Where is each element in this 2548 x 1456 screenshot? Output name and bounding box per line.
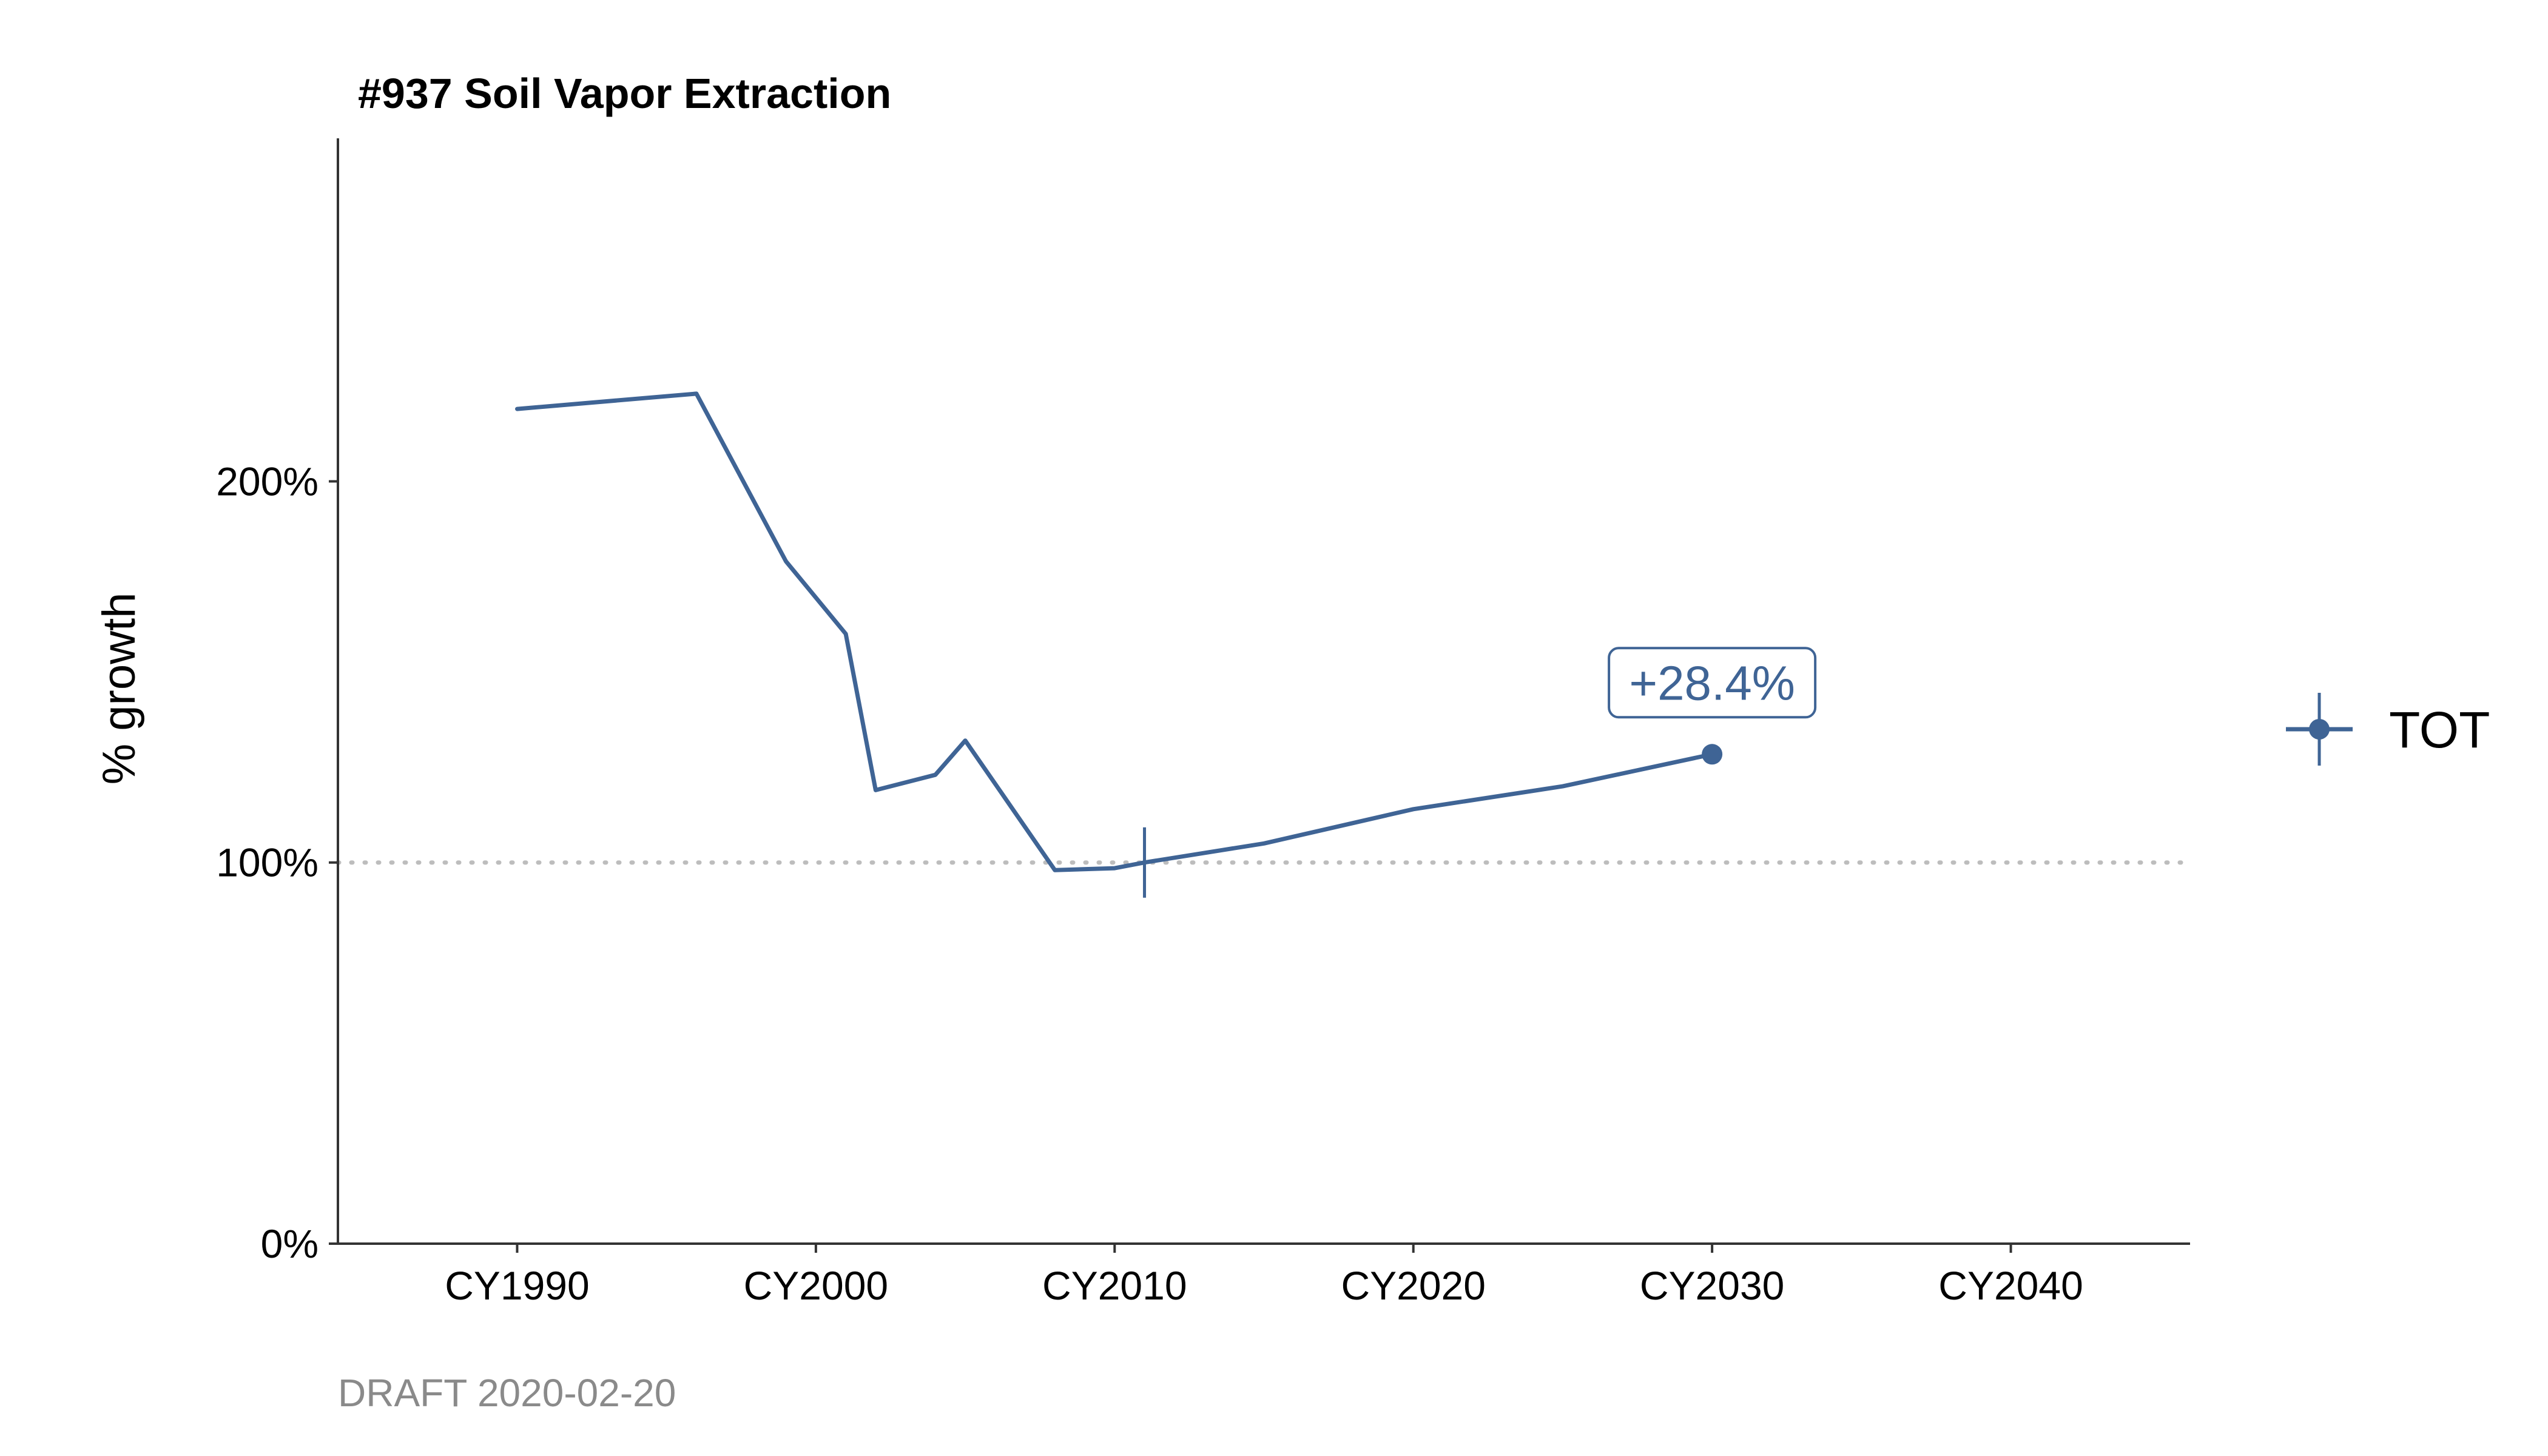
y-tick-label: 200% [216, 459, 318, 504]
x-ticks: CY1990 CY2000 CY2010 CY2020 CY2030 CY2040 [445, 1244, 2083, 1308]
legend-point-swatch [2309, 719, 2330, 740]
x-tick-label: CY2000 [744, 1263, 889, 1308]
x-tick-label: CY2040 [1938, 1263, 2083, 1308]
series-layer: +28.4% [515, 391, 1817, 898]
callout-label: +28.4% [1629, 656, 1795, 710]
series-line-tot [515, 391, 1714, 872]
callout-box [1608, 647, 1817, 719]
x-tick-label: CY2010 [1042, 1263, 1187, 1308]
x-tick-label: CY1990 [445, 1263, 590, 1308]
x-tick-label: CY2030 [1640, 1263, 1785, 1308]
end-point-marker [1702, 744, 1723, 765]
x-tick-label: CY2020 [1341, 1263, 1486, 1308]
legend: TOT [2286, 693, 2490, 766]
y-tick-label: 100% [216, 840, 318, 885]
chart-title: #937 Soil Vapor Extraction [358, 70, 891, 117]
y-axis-label: % growth [93, 593, 145, 785]
legend-label-tot: TOT [2389, 701, 2490, 758]
y-ticks: 0% 100% 200% [216, 459, 338, 1266]
draft-caption: DRAFT 2020-02-20 [338, 1371, 676, 1415]
y-tick-label: 0% [261, 1221, 318, 1266]
axes [337, 138, 2190, 1245]
